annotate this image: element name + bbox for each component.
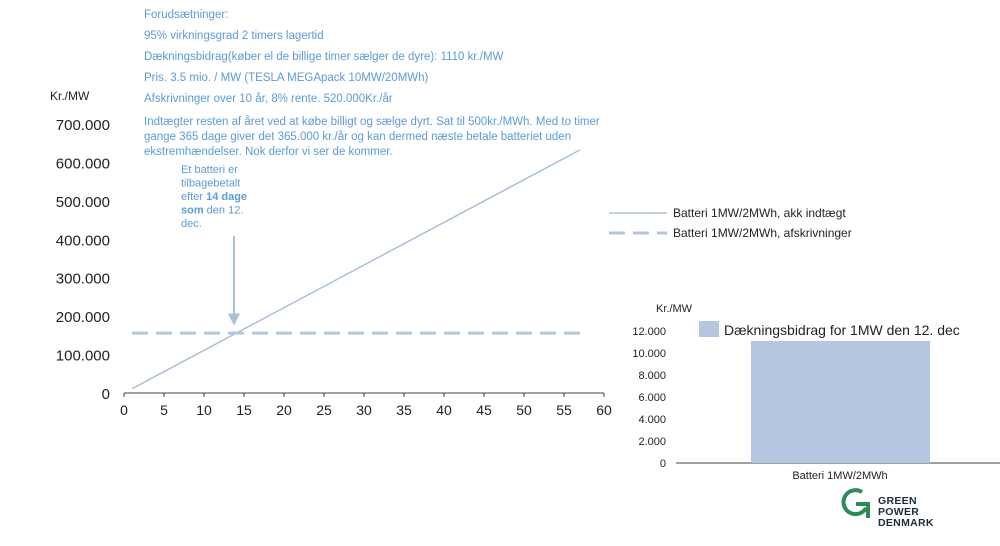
x-tick-label: 45 xyxy=(476,402,492,418)
line-chart-series xyxy=(131,149,581,390)
assumption-line: Pris. 3.5 mio. / MW (TESLA MEGApack 10MW… xyxy=(144,72,429,84)
payback-annotation: Et batteri er tilbagebetalt efter 14 dage s… xyxy=(181,164,247,326)
line-chart-legend: Batteri 1MW/2MWh, akk indtægt Batteri 1M… xyxy=(609,206,852,240)
legend-entry-afskrivninger: Batteri 1MW/2MWh, afskrivninger xyxy=(673,226,852,240)
x-tick-label: 25 xyxy=(316,402,332,418)
annotation-text-segment: tilbagebetalt xyxy=(181,178,240,190)
assumption-line: Afskrivninger over 10 år, 8% rente. 520.… xyxy=(144,93,393,105)
bar-y-tick-label: 12.000 xyxy=(632,326,666,338)
bar-legend-swatch xyxy=(699,321,719,337)
x-tick-label: 50 xyxy=(516,402,532,418)
bar-chart-y-ticks: 0 2.000 4.000 6.000 8.000 10.000 12.000 xyxy=(632,326,666,470)
x-tick-label: 10 xyxy=(196,402,212,418)
assumptions-text-block: Forudsætninger: 95% virkningsgrad 2 time… xyxy=(144,8,604,166)
bar-y-tick-label: 0 xyxy=(660,458,666,470)
annotation-text-segment: 14 dage xyxy=(206,191,247,203)
x-tick-label: 35 xyxy=(396,402,412,418)
y-tick-label: 300.000 xyxy=(56,271,110,288)
line-chart-x-ticks: 0 5 10 15 20 25 30 35 40 45 50 55 60 xyxy=(120,393,612,418)
x-tick-label: 30 xyxy=(356,402,372,418)
payback-annotation-text: Et batteri er tilbagebetalt efter 14 dage s… xyxy=(181,164,247,230)
x-tick-label: 5 xyxy=(160,402,168,418)
bar-chart-y-axis-label: Kr./MW xyxy=(656,303,693,315)
annotation-text-segment: som xyxy=(181,205,204,217)
annotation-text-segment: den 12. xyxy=(204,205,244,217)
series-line-akk-indtaegt xyxy=(131,149,581,390)
y-tick-label: 400.000 xyxy=(56,232,110,249)
annotation-text-segment: efter xyxy=(181,191,206,203)
annotation-text-segment: dec. xyxy=(181,218,202,230)
logo-word: GREEN xyxy=(878,495,917,507)
assumption-line: Dækningsbidrag(køber el de billige timer… xyxy=(144,51,504,63)
logo-mark-icon xyxy=(841,488,870,518)
assumptions-paragraph: Indtægter resten af året ved at købe bil… xyxy=(144,116,600,158)
annotation-arrow-head xyxy=(228,313,240,326)
logo-wordmark: GREEN POWER DENMARK xyxy=(878,496,934,529)
x-tick-label: 0 xyxy=(120,402,128,418)
bar-y-tick-label: 10.000 xyxy=(632,348,666,360)
logo-word: POWER xyxy=(878,506,920,518)
bar-batteri-1mw xyxy=(751,340,930,463)
bar-chart: Kr./MW 0 2.000 4.000 6.000 8.000 10.000 12.000… xyxy=(632,303,1000,482)
bar-chart-bars xyxy=(751,340,930,463)
y-tick-label: 200.000 xyxy=(56,309,110,326)
x-tick-label: 60 xyxy=(596,402,612,418)
y-tick-label: 0 xyxy=(102,386,110,403)
x-tick-label: 15 xyxy=(236,402,252,418)
assumption-line: 95% virkningsgrad 2 timers lagertid xyxy=(144,30,324,42)
bar-y-tick-label: 8.000 xyxy=(638,370,666,382)
x-tick-label: 20 xyxy=(276,402,292,418)
line-chart-y-axis-label: Kr./MW xyxy=(50,89,90,103)
green-power-denmark-logo: GREEN POWER DENMARK xyxy=(838,484,978,534)
bar-legend-entry: Dækningsbidrag for 1MW den 12. dec xyxy=(724,322,960,338)
legend-entry-akk-indtaegt: Batteri 1MW/2MWh, akk indtægt xyxy=(673,206,846,220)
bar-y-tick-label: 6.000 xyxy=(638,392,666,404)
line-chart-y-ticks: 0 100.000 200.000 300.000 400.000 500.000 600.… xyxy=(56,117,110,403)
logo-word: DENMARK xyxy=(878,517,934,529)
y-tick-label: 700.000 xyxy=(56,117,110,134)
assumptions-heading: Forudsætninger: xyxy=(144,9,229,21)
bar-chart-category-label: Batteri 1MW/2MWh xyxy=(792,470,887,482)
annotation-text-segment: Et batteri er xyxy=(181,164,238,176)
x-tick-label: 55 xyxy=(556,402,572,418)
y-tick-label: 600.000 xyxy=(56,155,110,172)
x-tick-label: 40 xyxy=(436,402,452,418)
bar-y-tick-label: 4.000 xyxy=(638,414,666,426)
y-tick-label: 100.000 xyxy=(56,348,110,365)
bar-y-tick-label: 2.000 xyxy=(638,436,666,448)
bar-chart-legend: Dækningsbidrag for 1MW den 12. dec xyxy=(699,321,960,338)
y-tick-label: 500.000 xyxy=(56,194,110,211)
line-chart: Kr./MW 0 100.000 200.000 300.000 400.000 500.… xyxy=(50,89,852,418)
